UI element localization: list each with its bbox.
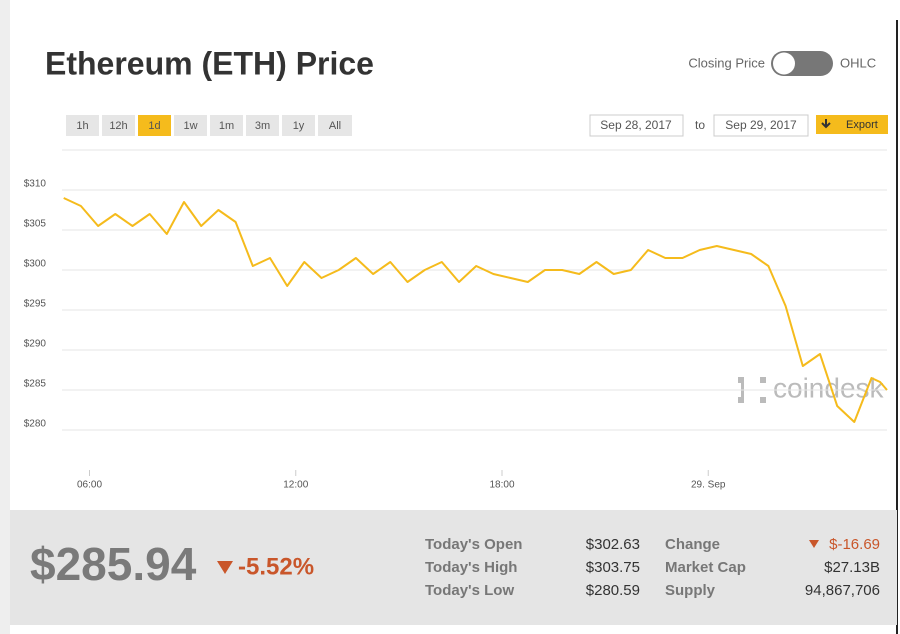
range-label: 3m: [255, 120, 270, 132]
stat-value: $303.75: [586, 559, 640, 576]
down-arrow: [809, 540, 819, 548]
x-tick-label: 06:00: [77, 480, 102, 491]
stat-label: Today's Low: [425, 582, 514, 599]
summary-panel: [10, 510, 897, 625]
stat-label: Market Cap: [665, 559, 746, 576]
y-tick-label: $290: [24, 339, 47, 350]
y-tick-label: $285: [24, 379, 47, 390]
stat-value: 94,867,706: [805, 582, 880, 599]
export-label: Export: [846, 119, 878, 131]
date-sep: to: [695, 118, 705, 132]
x-tick-label: 18:00: [489, 480, 514, 491]
range-button[interactable]: [318, 115, 352, 136]
x-tick-label: 12:00: [283, 480, 308, 491]
stat-value: $-16.69: [829, 536, 880, 553]
range-button[interactable]: [174, 115, 207, 136]
date-from: Sep 28, 2017: [600, 118, 672, 132]
date-to: Sep 29, 2017: [725, 118, 797, 132]
y-tick-label: $280: [24, 419, 47, 430]
range-label: 1y: [293, 120, 305, 132]
y-tick-label: $300: [24, 259, 47, 270]
range-label: 1h: [76, 120, 88, 132]
y-tick-label: $305: [24, 219, 47, 230]
toggle[interactable]: [771, 51, 833, 76]
export-button[interactable]: [816, 115, 888, 134]
date-input[interactable]: [589, 114, 684, 137]
date-input[interactable]: [713, 114, 809, 137]
stat-label: Change: [665, 536, 720, 553]
price: $285.94: [30, 538, 197, 590]
price-line: [63, 197, 888, 423]
range-label: 12h: [109, 120, 127, 132]
range-button[interactable]: [138, 115, 171, 136]
range-button[interactable]: [282, 115, 315, 136]
range-button[interactable]: [66, 115, 99, 136]
y-tick-label: $310: [24, 179, 47, 190]
toggle-label: Closing Price: [688, 55, 765, 70]
stat-label: Today's High: [425, 559, 517, 576]
left-margin: [0, 0, 10, 634]
stat-value: $280.59: [586, 582, 640, 599]
stat-value: $27.13B: [824, 559, 880, 576]
stat-label: Supply: [665, 582, 716, 599]
stat-label: Today's Open: [425, 536, 522, 553]
change-pct: -5.52%: [238, 553, 314, 580]
down-arrow: [217, 561, 233, 574]
range-button[interactable]: [210, 115, 243, 136]
toggle-knob[interactable]: [773, 52, 795, 75]
range-button[interactable]: [246, 115, 279, 136]
range-label: All: [329, 120, 341, 132]
range-button[interactable]: [102, 115, 135, 136]
title: Ethereum (ETH) Price: [45, 45, 374, 81]
range-label: 1d: [148, 120, 160, 132]
toggle-label: OHLC: [840, 55, 876, 70]
range-label: 1w: [183, 120, 197, 132]
x-tick-label: 29. Sep: [691, 480, 726, 491]
stat-value: $302.63: [586, 536, 640, 553]
y-tick-label: $295: [24, 299, 47, 310]
range-label: 1m: [219, 120, 234, 132]
export-icon: [821, 119, 831, 129]
